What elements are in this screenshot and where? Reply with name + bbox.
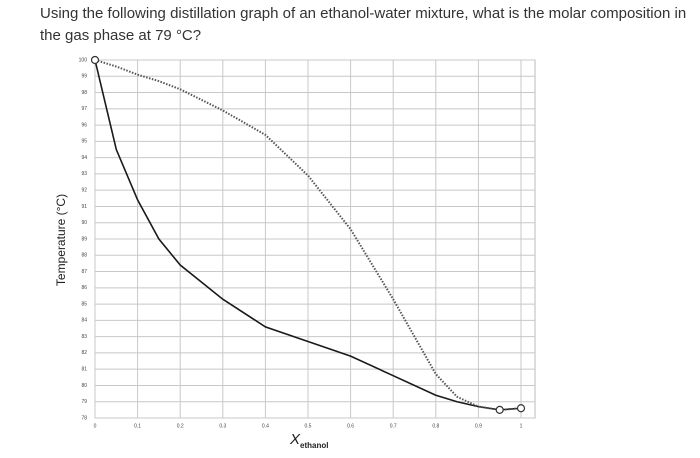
y-tick-label: 88	[81, 253, 87, 259]
question-line: the gas phase at 79 °C?	[40, 27, 201, 44]
x-tick-label: 0.8	[432, 423, 439, 429]
question-line: Using the following distillation graph o…	[40, 5, 686, 22]
x-axis-label-subscript: ethanol	[300, 441, 328, 450]
y-tick-label: 79	[81, 399, 87, 405]
y-tick-label: 81	[81, 367, 87, 373]
y-tick-label: 93	[81, 171, 87, 177]
y-tick-label: 82	[81, 350, 87, 356]
y-tick-label: 91	[81, 204, 87, 210]
x-tick-label: 0.6	[347, 423, 354, 429]
y-tick-label: 85	[81, 301, 87, 307]
x-axis-label: X	[289, 431, 301, 448]
y-tick-label: 83	[81, 334, 87, 340]
endpoint-marker	[90, 55, 100, 65]
y-tick-label: 97	[81, 106, 87, 112]
x-tick-label: 0.1	[134, 423, 141, 429]
y-axis-label: Temperature (°C)	[54, 194, 68, 286]
x-tick-label: 0.2	[177, 423, 184, 429]
y-tick-label: 99	[81, 74, 87, 80]
x-tick-label: 0.4	[262, 423, 269, 429]
series-line	[94, 59, 522, 411]
y-tick-label: 86	[81, 285, 87, 291]
y-tick-label: 95	[81, 139, 87, 145]
x-tick-label: 0.7	[390, 423, 397, 429]
x-tick-label: 1	[520, 423, 523, 429]
x-tick-label: 0.3	[219, 423, 226, 429]
y-tick-label: 100	[79, 57, 88, 63]
y-tick-label: 92	[81, 188, 87, 194]
x-tick-label: 0	[94, 423, 97, 429]
series-line	[94, 59, 522, 411]
x-tick-label: 0.5	[305, 423, 312, 429]
y-tick-label: 87	[81, 269, 87, 275]
y-tick-label: 80	[81, 383, 87, 389]
y-tick-label: 94	[81, 155, 87, 161]
y-tick-label: 78	[81, 415, 87, 421]
y-tick-label: 96	[81, 122, 87, 128]
y-tick-label: 89	[81, 236, 87, 242]
y-tick-label: 98	[81, 90, 87, 96]
endpoint-marker	[516, 404, 526, 413]
y-tick-label: 90	[81, 220, 87, 226]
endpoint-marker	[495, 405, 504, 414]
x-tick-label: 0.9	[475, 423, 482, 429]
y-tick-label: 84	[81, 318, 87, 324]
